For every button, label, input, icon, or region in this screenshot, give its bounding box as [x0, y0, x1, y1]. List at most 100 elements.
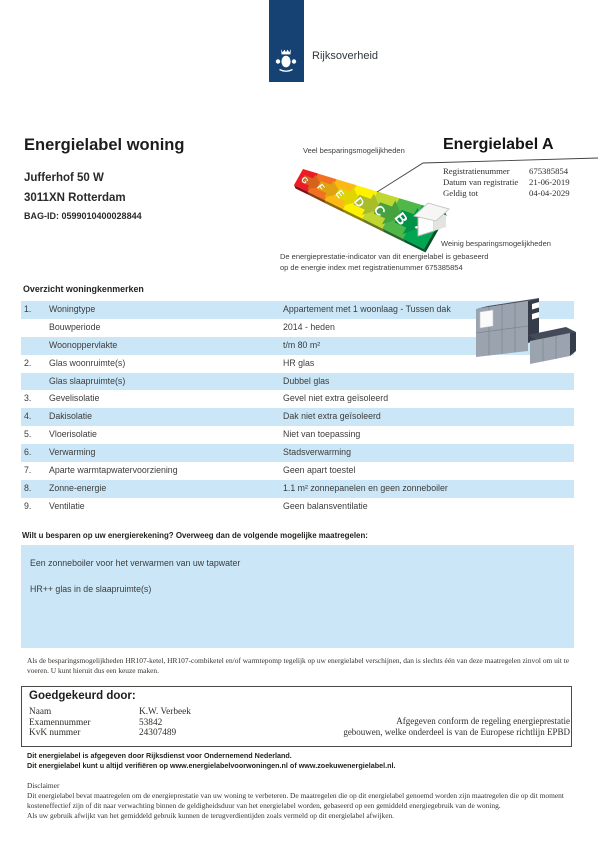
row-value: 2014 - heden: [283, 321, 335, 332]
approval-fields: Naam K.W. Verbeek Examennummer 53842 KvK num…: [29, 707, 191, 739]
less-savings-caption: Weinig besparingsmogelijkheden: [441, 239, 551, 248]
field-value: K.W. Verbeek: [139, 707, 191, 717]
energy-band-F: [307, 173, 337, 201]
table-row: 5. Vloerisolatie Niet van toepassing: [21, 426, 574, 444]
indicator-caption-line1: De energieprestatie-indicator van dit en…: [280, 252, 489, 261]
scale-arrow: [394, 207, 424, 235]
band-letter-B: B: [391, 209, 411, 228]
band-edge: [307, 191, 327, 204]
field-value: 675385854: [529, 166, 569, 176]
row-value: Appartement met 1 woonlaag - Tussen dak: [283, 304, 451, 314]
indicator-caption-line2: op de energie index met registratienumme…: [280, 263, 463, 272]
row-number: 3.: [24, 393, 32, 404]
table-row: 1. Woningtype Appartement met 1 woonlaag -…: [21, 301, 574, 319]
address-line2: 3011XN Rotterdam: [24, 192, 126, 204]
scale-arrow: [334, 186, 361, 206]
band-edge: [343, 209, 364, 223]
row-number: 7.: [24, 465, 32, 476]
registration-fields: Registratienummer 675385854 Datum van regi…: [443, 166, 570, 198]
row-value: HR glas: [283, 357, 315, 368]
measure-item: HR++ glas in de slaapruimte(s): [30, 584, 152, 594]
row-value: Stadsverwarming: [283, 447, 351, 458]
rijksoverheid-wordmark: Rijksoverheid: [312, 50, 379, 62]
band-edge: [294, 185, 310, 196]
field-value: 24307489: [139, 728, 177, 739]
row-number: 8.: [24, 482, 32, 493]
energy-band-G: [294, 169, 319, 192]
disclaimer-line3: Als uw gebruik afwijkt van het gemiddeld…: [27, 811, 395, 820]
measures-note-line1: Als de besparingsmogelijkheden HR107-ket…: [27, 656, 570, 665]
row-label: Aparte warmtapwatervoorziening: [49, 465, 178, 476]
row-value: 1.1 m² zonnepanelen en geen zonneboiler: [283, 482, 448, 493]
page-title: Energielabel woning: [24, 136, 185, 154]
band-letter-C: C: [371, 202, 389, 219]
field-label: Examennummer: [29, 717, 91, 728]
table-row: 9. Ventilatie Geen balansventilatie: [21, 498, 574, 516]
band-letter-E: E: [333, 188, 347, 201]
footer-verify-line: Dit energielabel kunt u altijd verifiëre…: [27, 761, 396, 770]
row-value: Geen balansventilatie: [283, 500, 368, 511]
row-label: Glas woonruimte(s): [49, 357, 126, 368]
approval-field: Naam K.W. Verbeek: [29, 707, 191, 718]
address-line1: Jufferhof 50 W: [24, 172, 104, 184]
field-value: 04-04-2029: [529, 187, 570, 198]
row-label: Gevelisolatie: [49, 393, 100, 404]
row-number: 1.: [24, 304, 32, 314]
row-value: Gevel niet extra geïsoleerd: [283, 393, 389, 404]
band-edge: [362, 218, 384, 232]
measures-note-line2: voeren. U kunt hieruit dus een keuze mak…: [27, 666, 159, 675]
energy-band-C: [362, 191, 400, 229]
registration-field: Registratienummer 675385854: [443, 166, 570, 177]
approval-field: KvK nummer 24307489: [29, 728, 191, 739]
measures-box: Een zonneboiler voor het verwarmen van u…: [21, 545, 574, 648]
band-letter-A: A: [411, 217, 434, 238]
row-label: Dakisolatie: [49, 411, 93, 422]
row-value: t/m 80 m²: [283, 339, 321, 350]
rijksoverheid-logo-bar: [269, 0, 304, 82]
measure-item: Een zonneboiler voor het verwarmen van u…: [30, 558, 241, 568]
row-value: Dak niet extra geïsoleerd: [283, 411, 381, 422]
energy-band-A: [402, 205, 445, 249]
band-edge: [324, 200, 345, 213]
scale-arrow: [316, 180, 341, 198]
field-label: Geldig tot: [443, 187, 478, 198]
row-value: Dubbel glas: [283, 375, 330, 386]
row-value: Niet van toepassing: [283, 429, 361, 440]
band-edge: [382, 228, 405, 243]
registration-field: Datum van registratie 21-06-2019: [443, 177, 570, 188]
scale-arrow: [353, 193, 381, 215]
house-icon: [412, 202, 450, 222]
table-row: 7. Aparte warmtapwatervoorziening Geen apa…: [21, 462, 574, 480]
conform-line2: gebouwen, welke onderdeel is van de Euro…: [343, 727, 570, 737]
characteristics-table: 1. Woningtype Appartement met 1 woonlaag -…: [21, 301, 574, 516]
approval-heading: Goedgekeurd door:: [29, 690, 136, 702]
energy-band-B: [382, 198, 422, 239]
more-savings-caption: Veel besparingsmogelijkheden: [303, 146, 405, 155]
row-number: 4.: [24, 411, 32, 422]
energy-band-E: [324, 179, 357, 210]
field-label: Datum van registratie: [443, 176, 519, 187]
disclaimer-line1: Dit energielabel bevat maatregelen om de…: [27, 791, 564, 800]
row-number: 5.: [24, 429, 32, 440]
characteristics-heading: Overzicht woningkenmerken: [23, 284, 144, 294]
row-label: Bouwperiode: [49, 321, 101, 332]
energy-label-rating-title: Energielabel A: [443, 136, 554, 153]
row-number: [21, 319, 49, 337]
row-number: 9.: [24, 500, 32, 511]
approval-box: [21, 686, 572, 747]
row-label: Verwarming: [49, 447, 96, 458]
row-number: 6.: [24, 447, 32, 458]
bag-id: BAG-ID: 0599010400028844: [24, 211, 142, 221]
row-label: Woonoppervlakte: [49, 339, 118, 350]
conform-line1: Afgegeven conform de regeling energiepre…: [396, 716, 570, 726]
measures-heading: Wilt u besparen op uw energierekening? O…: [22, 531, 368, 540]
registration-field: Geldig tot 04-04-2029: [443, 188, 570, 199]
row-label: Woningtype: [49, 304, 96, 314]
house-icon: [417, 211, 435, 237]
disclaimer-line2: kosteneffectief zijn of dit naar verwach…: [27, 801, 501, 810]
row-label: Vloerisolatie: [49, 429, 97, 440]
scale-arrow: [300, 174, 323, 190]
table-row: 4. Dakisolatie Dak niet extra geïsoleerd: [21, 408, 574, 427]
table-row: Woonoppervlakte t/m 80 m²: [21, 336, 574, 355]
